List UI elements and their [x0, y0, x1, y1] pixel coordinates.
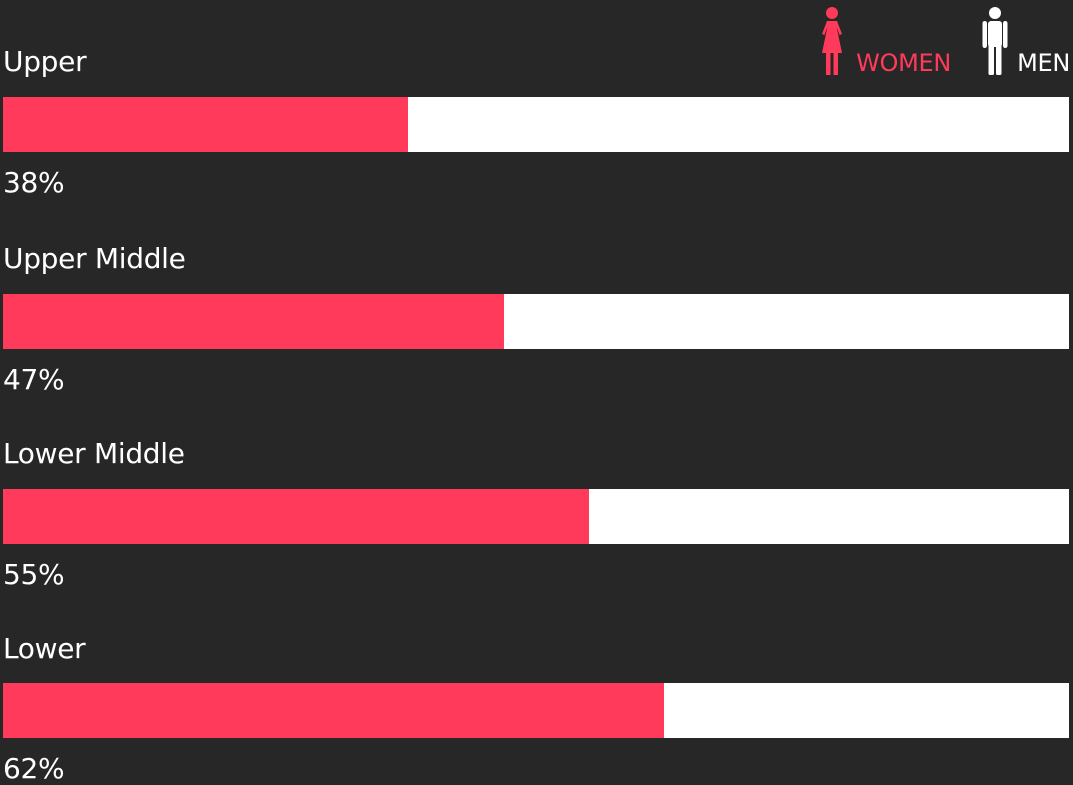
category-label-upper-middle: Upper Middle	[3, 242, 186, 275]
man-icon	[982, 7, 1008, 75]
value-label-lower: 62%	[3, 752, 65, 785]
legend-men-label: MEN	[1017, 49, 1070, 77]
bar-women-lower-middle	[3, 489, 590, 544]
legend: WOMEN MEN	[816, 4, 1070, 76]
bar-women-upper	[3, 97, 409, 152]
bar-men-lower-middle	[3, 489, 1069, 544]
bar-men-lower	[3, 683, 1069, 738]
category-label-upper: Upper	[3, 45, 87, 78]
legend-men: MEN	[979, 6, 1070, 76]
value-label-upper-middle: 47%	[3, 363, 65, 396]
legend-women: WOMEN	[816, 6, 951, 76]
category-label-lower: Lower	[3, 632, 86, 665]
bar-men-upper-middle	[3, 294, 1069, 349]
category-label-lower-middle: Lower Middle	[3, 437, 185, 470]
legend-women-label: WOMEN	[856, 49, 952, 77]
bar-men-upper	[3, 97, 1069, 152]
value-label-upper: 38%	[3, 166, 65, 199]
woman-icon	[822, 7, 843, 75]
bar-women-lower	[3, 683, 664, 738]
value-label-lower-middle: 55%	[3, 558, 65, 591]
bar-women-upper-middle	[3, 294, 505, 349]
